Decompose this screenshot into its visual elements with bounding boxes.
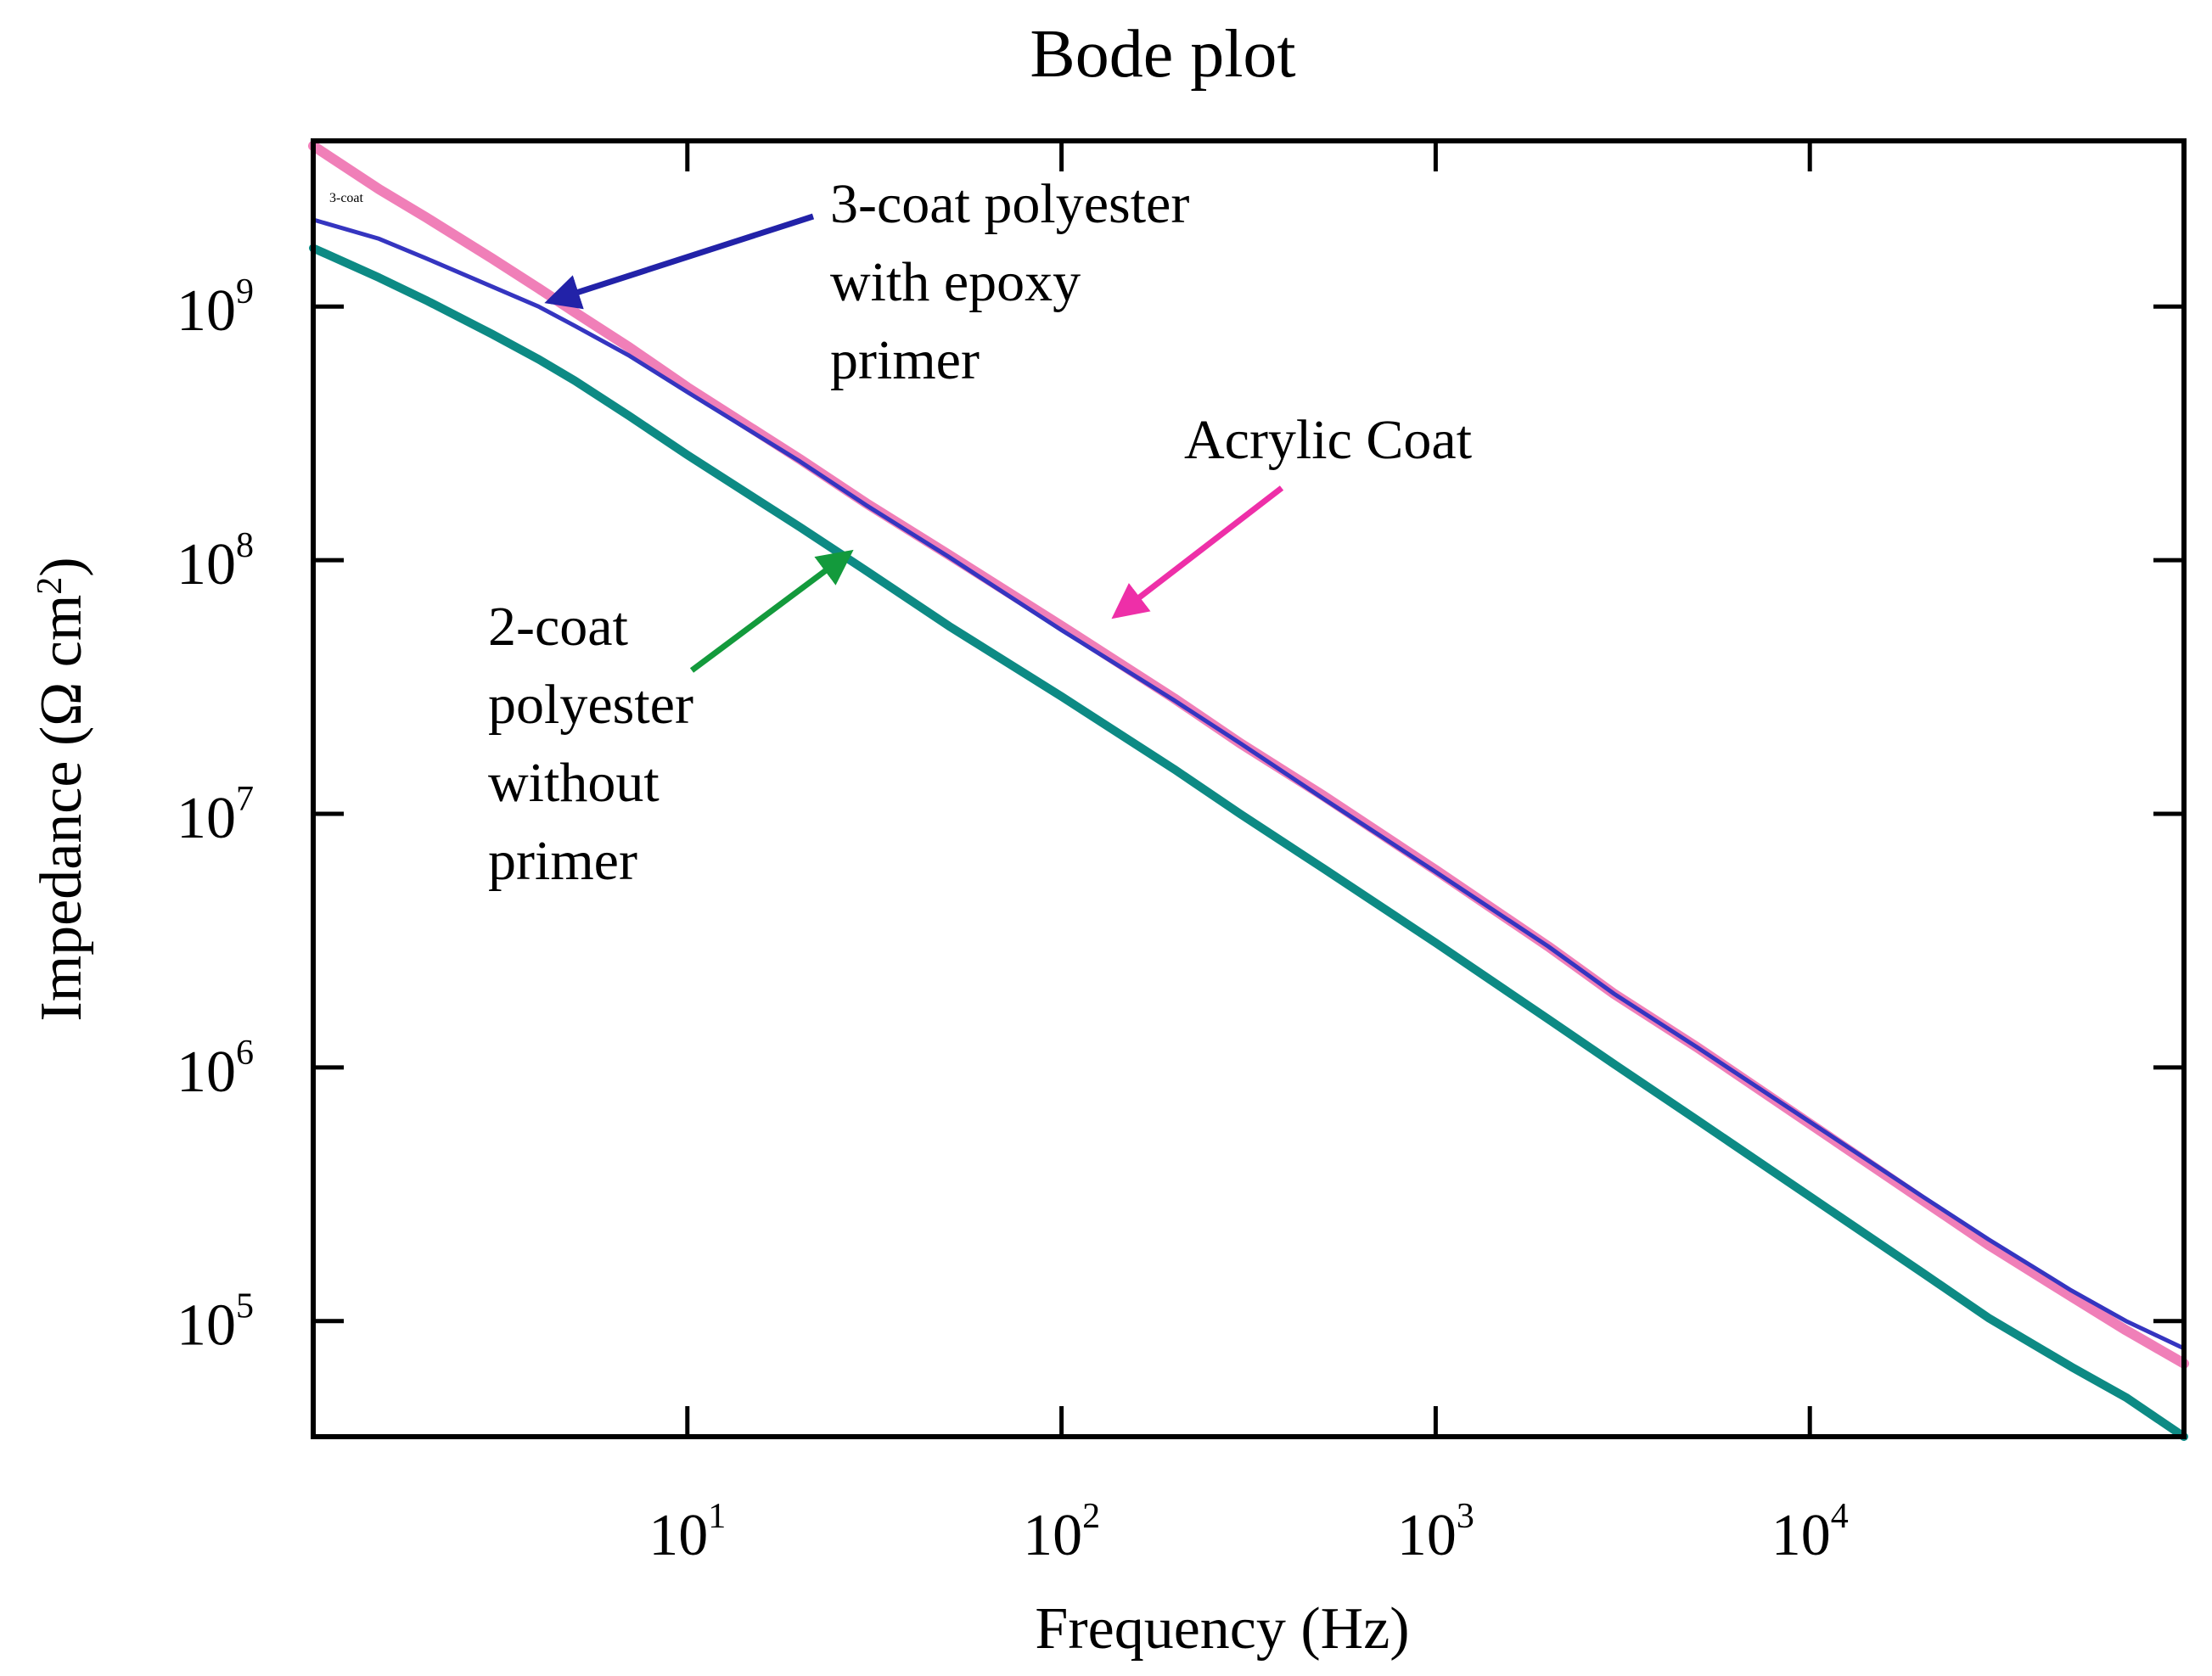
x-tick-label-base: 10 bbox=[1397, 1503, 1457, 1568]
annotation-arrow-acrylic bbox=[1111, 485, 1284, 619]
x-tick-label-exp: 1 bbox=[708, 1497, 726, 1536]
y-axis-title: Impedance (Ω cm2) bbox=[29, 557, 94, 1021]
y-tick-label-base: 10 bbox=[177, 1040, 236, 1105]
y-tick-label-exp: 9 bbox=[236, 272, 254, 311]
annotation-label-two-coat: primer bbox=[488, 830, 637, 892]
x-tick-label-base: 10 bbox=[1023, 1503, 1082, 1568]
x-tick-label: 103 bbox=[1397, 1497, 1474, 1568]
annotation-label-two-coat: without bbox=[488, 752, 660, 814]
y-tick-label-exp: 8 bbox=[236, 526, 254, 565]
annotations: Acrylic Coat 3-coat polyester with epoxy pr… bbox=[488, 173, 1472, 892]
x-tick-label: 101 bbox=[648, 1497, 726, 1568]
annotation-arrow-three-coat bbox=[544, 213, 815, 310]
y-axis-title-sup: 2 bbox=[31, 577, 70, 595]
y-tick-label: 105 bbox=[177, 1287, 254, 1359]
y-tick-label: 108 bbox=[177, 526, 254, 597]
corner-label: 3-coat bbox=[329, 191, 364, 205]
x-tick-label-exp: 3 bbox=[1457, 1497, 1474, 1536]
y-tick-label-exp: 7 bbox=[236, 780, 254, 819]
y-tick-label-base: 10 bbox=[177, 278, 236, 344]
x-tick-label: 102 bbox=[1023, 1497, 1100, 1568]
x-axis-title: Frequency (Hz) bbox=[1035, 1596, 1409, 1662]
y-tick-label-base: 10 bbox=[177, 786, 236, 851]
annotation-label-two-coat: 2-coat bbox=[488, 596, 628, 658]
y-axis-title-suffix: ) bbox=[29, 557, 94, 576]
annotation-label-three-coat: 3-coat polyester bbox=[830, 173, 1189, 235]
x-tick-label-base: 10 bbox=[648, 1503, 708, 1568]
y-tick-label: 109 bbox=[177, 272, 254, 344]
annotation-label-three-coat: primer bbox=[830, 329, 980, 391]
y-tick-label-base: 10 bbox=[177, 1293, 236, 1359]
x-tick-label-base: 10 bbox=[1771, 1503, 1831, 1568]
x-tick-label-exp: 4 bbox=[1831, 1497, 1849, 1536]
annotation-label-three-coat: with epoxy bbox=[830, 251, 1081, 313]
y-tick-label: 107 bbox=[177, 780, 254, 851]
y-tick-label-exp: 5 bbox=[236, 1287, 254, 1326]
y-axis-title-text: Impedance (Ω cm bbox=[29, 595, 94, 1022]
y-tick-label: 106 bbox=[177, 1034, 254, 1105]
annotation-arrow-two-coat bbox=[689, 549, 854, 673]
y-tick-label-base: 10 bbox=[177, 532, 236, 597]
plot-frame bbox=[311, 138, 2187, 1439]
series-layer bbox=[308, 140, 2189, 1441]
series-line-3 bbox=[309, 244, 2188, 1441]
x-tick-label-exp: 2 bbox=[1082, 1497, 1100, 1536]
series-line-2 bbox=[311, 217, 2187, 1351]
x-tick-label: 104 bbox=[1771, 1497, 1849, 1568]
annotation-label-acrylic: Acrylic Coat bbox=[1184, 409, 1472, 471]
chart-title: Bode plot bbox=[1030, 17, 1295, 92]
y-tick-label-exp: 6 bbox=[236, 1034, 254, 1073]
annotation-label-two-coat: polyester bbox=[488, 674, 693, 736]
